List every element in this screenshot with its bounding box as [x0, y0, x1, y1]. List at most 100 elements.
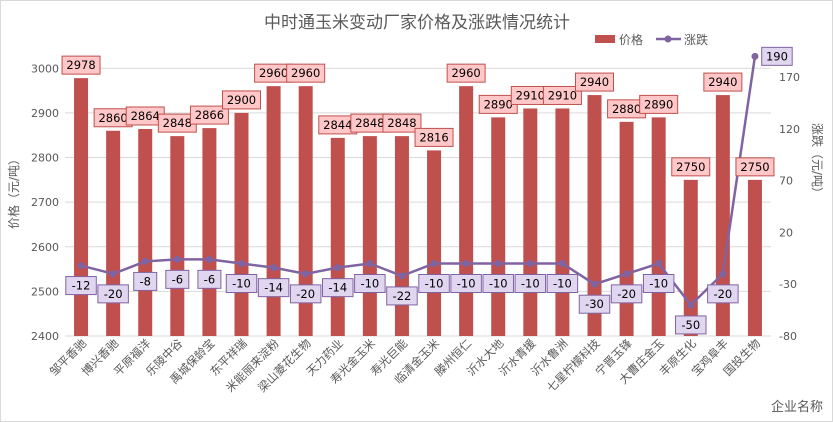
change-point-2 [141, 257, 149, 265]
bar-0 [74, 78, 89, 336]
y-tick-label: 2400 [31, 330, 59, 343]
y-tick-label: 2500 [31, 285, 59, 298]
y-tick-label: 2800 [31, 152, 59, 165]
change-point-21 [751, 52, 759, 60]
bar-10 [394, 136, 409, 336]
bar-15 [555, 108, 570, 336]
y2-tick-label: 120 [779, 123, 800, 136]
price-data-label-box [446, 63, 486, 83]
change-data-label: -12 [72, 279, 91, 293]
bar-9 [362, 136, 377, 336]
y2-axis-title: 涨跌（元/吨） [810, 123, 825, 199]
change-data-label-box [761, 46, 793, 66]
bar-1 [106, 130, 121, 336]
price-data-label: 2890 [484, 97, 513, 111]
change-data-label: -30 [585, 297, 604, 311]
change-point-4 [205, 255, 213, 263]
change-data-label: -50 [681, 318, 700, 332]
change-data-label-box [386, 286, 418, 306]
y2-tick-label: 70 [779, 175, 793, 188]
price-data-label: 2978 [66, 58, 95, 72]
change-data-label-box [225, 274, 258, 293]
bar-17 [619, 121, 634, 336]
change-point-18 [655, 260, 663, 267]
price-data-label-box [222, 90, 261, 110]
bar-12 [459, 86, 474, 337]
y2-tick-label: -80 [779, 330, 797, 343]
change-data-label-box [642, 274, 675, 293]
change-data-label: -6 [172, 272, 183, 286]
change-data-label: 190 [766, 49, 788, 63]
y2-tick-label: 170 [779, 71, 800, 84]
x-axis-title: 企业名称 [771, 399, 823, 415]
bar-11 [427, 150, 442, 336]
change-data-label: -10 [425, 277, 444, 291]
y2-tick-label: 20 [779, 226, 793, 239]
change-point-20 [719, 270, 727, 278]
change-data-label-box [546, 274, 579, 293]
change-data-label: -6 [204, 272, 215, 286]
bar-8 [330, 137, 345, 336]
price-data-label-box [382, 113, 422, 133]
change-data-label: -10 [521, 277, 540, 291]
change-point-15 [558, 260, 566, 267]
price-data-label: 2860 [98, 111, 127, 125]
price-data-label: 2940 [580, 75, 609, 89]
legend-label-price: 价格 [619, 32, 643, 47]
price-data-label-box [671, 157, 711, 177]
price-data-label-box [703, 72, 743, 92]
price-data-label: 2816 [419, 130, 448, 144]
change-point-5 [238, 260, 245, 267]
price-data-label-box [414, 127, 454, 147]
change-point-11 [430, 260, 438, 267]
bar-2 [138, 128, 153, 336]
legend-bar-swatch [595, 35, 615, 43]
bar-4 [202, 128, 217, 336]
change-point-0 [77, 262, 85, 270]
change-data-label-box [257, 278, 290, 298]
change-point-7 [302, 270, 310, 278]
change-point-16 [591, 280, 598, 288]
change-data-label-box [97, 284, 129, 304]
price-data-label-box [61, 55, 101, 75]
change-point-14 [526, 260, 534, 267]
change-data-label: -20 [713, 287, 732, 301]
price-data-label: 2890 [644, 97, 673, 111]
bar-18 [651, 117, 666, 336]
change-point-8 [334, 264, 342, 272]
price-data-label: 2844 [323, 118, 352, 132]
price-data-label: 2940 [708, 75, 737, 89]
change-data-label: -10 [649, 277, 668, 291]
price-data-label: 2750 [676, 160, 705, 174]
price-data-label-box [189, 105, 229, 125]
bar-21 [747, 179, 762, 336]
change-data-label-box [197, 269, 222, 289]
change-data-label: -20 [617, 287, 636, 301]
bar-14 [523, 108, 538, 336]
change-point-1 [109, 270, 117, 278]
y-tick-label: 2600 [31, 241, 59, 254]
change-point-12 [462, 260, 470, 267]
change-data-label: -10 [360, 277, 379, 291]
y-axis-title: 价格（元/吨） [6, 153, 21, 229]
change-data-label-box [289, 284, 322, 304]
price-data-label: 2864 [131, 109, 160, 123]
change-point-13 [494, 260, 502, 267]
change-data-label-box [675, 315, 707, 335]
price-data-label: 2900 [227, 93, 256, 107]
change-data-label: -22 [393, 289, 412, 303]
price-data-label: 2960 [291, 66, 320, 80]
bar-13 [491, 117, 506, 336]
change-data-label-box [514, 274, 547, 293]
price-data-label: 2848 [355, 116, 384, 130]
change-data-label: -20 [296, 287, 315, 301]
price-data-label-box [639, 94, 679, 114]
y2-tick-label: -30 [779, 278, 797, 291]
change-data-label-box [418, 274, 450, 293]
change-data-label-box [354, 274, 386, 293]
change-data-label-box [482, 274, 514, 293]
bar-19 [683, 179, 698, 336]
change-data-label-box [165, 269, 190, 289]
